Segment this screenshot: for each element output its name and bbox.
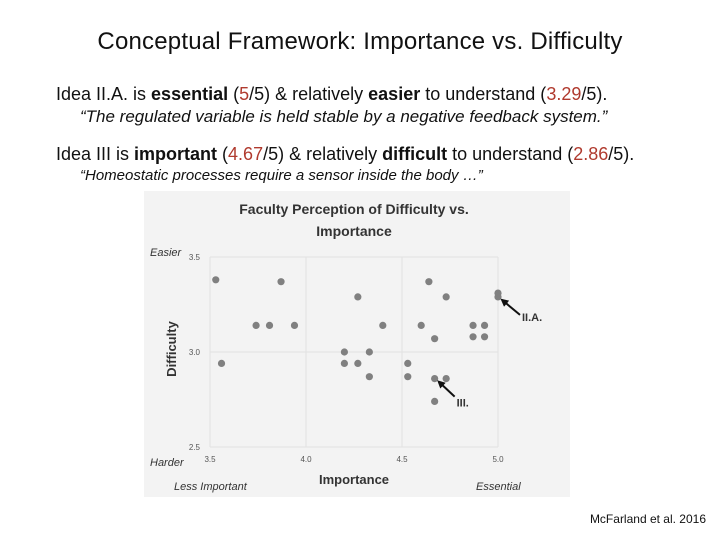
data-point <box>365 373 373 381</box>
data-point <box>354 293 362 301</box>
x-tick-label: 5.0 <box>492 455 504 464</box>
arrow-iii <box>437 380 456 398</box>
idea-iia-line: Idea II.A. is essential (5/5) & relative… <box>56 84 608 104</box>
chart-canvas: 3.5 4.0 4.5 5.0 3.5 3.0 2.5 Faculty Perception… <box>150 201 542 493</box>
data-point <box>431 375 439 383</box>
data-point <box>290 321 299 329</box>
data-point <box>354 359 362 367</box>
scatter-chart: 3.5 4.0 4.5 5.0 3.5 3.0 2.5 Faculty Perception… <box>144 191 570 497</box>
y-tick-label: 2.5 <box>189 443 201 452</box>
chart-title-line-2: Importance <box>316 223 392 239</box>
data-point <box>417 321 425 329</box>
data-point <box>365 348 373 356</box>
essential-label: Essential <box>476 481 521 493</box>
data-point <box>431 397 439 405</box>
data-point <box>379 321 387 329</box>
x-tick-label: 4.0 <box>300 455 312 464</box>
arrow-iia <box>500 298 521 316</box>
x-tick-label: 4.5 <box>396 455 408 464</box>
idea-iia-quote: “The regulated variable is held stable b… <box>80 107 608 126</box>
data-point <box>425 278 433 286</box>
annotation-iii: III. <box>457 398 469 410</box>
data-point <box>469 333 477 341</box>
easier-label: Easier <box>150 247 183 259</box>
less-important-label: Less Important <box>174 481 248 493</box>
y-axis-label: Difficulty <box>164 320 179 376</box>
idea-iii-line: Idea III is important (4.67/5) & relativ… <box>56 144 635 164</box>
data-point <box>480 321 489 329</box>
citation: McFarland et al. 2016 <box>589 512 706 526</box>
idea-iii-quote: “Homeostatic processes require a sensor … <box>80 167 483 184</box>
data-point <box>340 359 348 367</box>
annotation-iia: II.A. <box>522 312 542 324</box>
y-tick-label: 3.0 <box>189 348 201 357</box>
data-point <box>442 375 450 383</box>
harder-label: Harder <box>150 457 185 469</box>
data-point <box>265 321 274 329</box>
x-axis-label: Importance <box>319 472 389 487</box>
y-tick-label: 3.5 <box>189 253 201 262</box>
x-tick-label: 3.5 <box>204 455 216 464</box>
chart-title-line-1: Faculty Perception of Difficulty vs. <box>239 201 469 217</box>
data-point <box>217 359 226 367</box>
data-point <box>442 293 450 301</box>
data-point <box>212 276 220 284</box>
data-point <box>252 321 260 329</box>
data-point <box>480 333 489 341</box>
data-point <box>431 335 439 343</box>
data-point <box>340 348 348 356</box>
data-point <box>277 278 285 286</box>
data-point <box>404 373 412 381</box>
data-point <box>469 321 477 329</box>
data-point <box>404 359 412 367</box>
data-point <box>494 293 502 301</box>
slide-title: Conceptual Framework: Importance vs. Dif… <box>97 28 623 55</box>
